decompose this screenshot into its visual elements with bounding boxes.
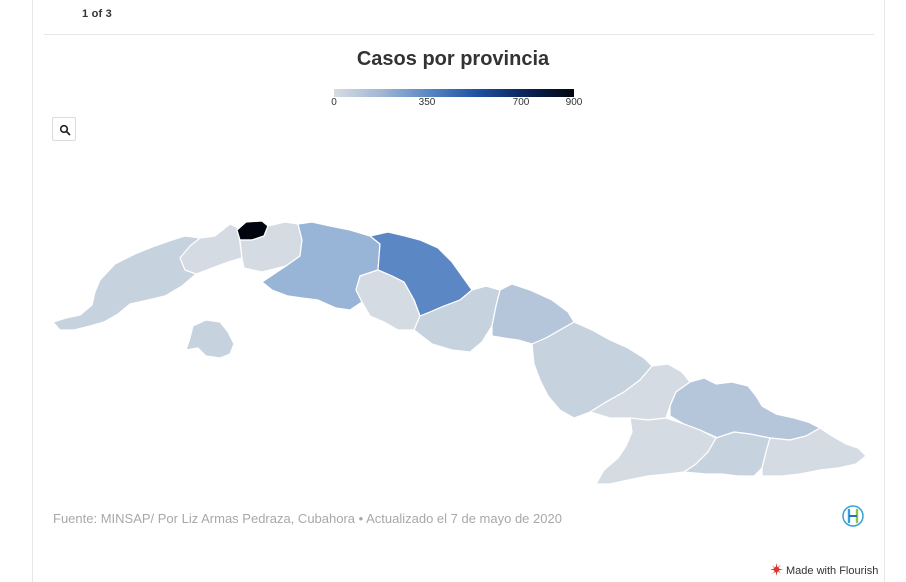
color-legend: 0 350 700 900 xyxy=(331,89,582,109)
chart-frame xyxy=(32,0,885,582)
made-with-flourish-link[interactable]: Made with Flourish xyxy=(770,563,878,577)
divider xyxy=(44,34,874,35)
pager-label: 1 of 3 xyxy=(82,8,112,20)
map-title: Casos por provincia xyxy=(356,48,550,70)
search-button[interactable] xyxy=(52,117,76,141)
publisher-logo-icon[interactable] xyxy=(842,505,864,527)
legend-tick: 350 xyxy=(418,97,436,108)
flourish-credit-text: Made with Flourish xyxy=(786,565,879,577)
legend-tick: 700 xyxy=(512,97,530,108)
legend-tick: 900 xyxy=(565,97,583,108)
search-icon xyxy=(59,124,71,136)
source-note: Fuente: MINSAP/ Por Liz Armas Pedraza, C… xyxy=(53,511,562,526)
province-santiago-de-cuba[interactable] xyxy=(683,431,771,477)
province-guantanamo[interactable] xyxy=(761,427,867,477)
province-artemisa[interactable] xyxy=(179,223,243,275)
legend-gradient xyxy=(334,89,574,97)
flourish-logo-icon xyxy=(770,563,783,576)
province-isla-de-la-juventud[interactable] xyxy=(185,319,235,359)
legend-tick: 0 xyxy=(331,97,337,108)
province-matanzas[interactable] xyxy=(261,221,381,311)
